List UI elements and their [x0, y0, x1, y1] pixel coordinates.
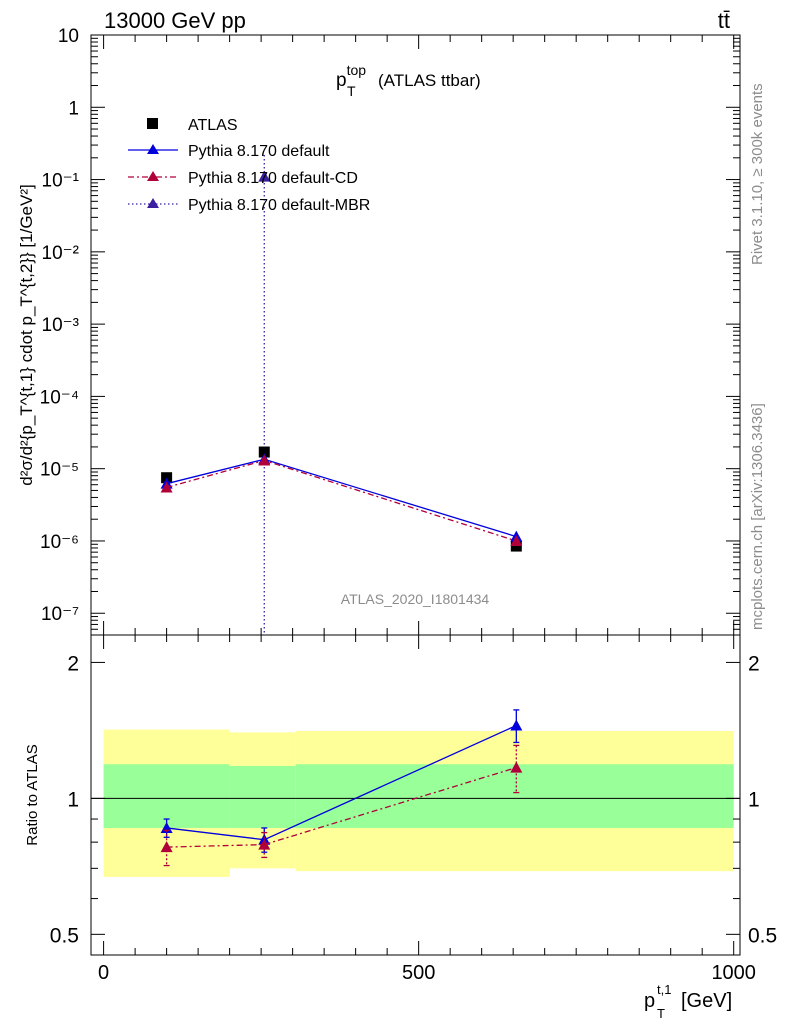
main-ytick-label: 10⁻⁵ [40, 460, 79, 481]
ratio-bands [103, 729, 734, 877]
main-panel: 10 1 10⁻¹ 10⁻² 10⁻³ 10⁻⁴ 10⁻⁵ 10⁻⁶ 10⁻⁷ ptop T (… [17, 26, 741, 636]
main-ytick-label: 10⁻⁴ [40, 387, 79, 408]
main-ytick-label: 1 [68, 98, 79, 119]
series-line-2 [166, 459, 517, 542]
plot-title-sub: T [347, 83, 356, 99]
main-ytick-label: 10⁻⁷ [41, 604, 79, 625]
ratio-point-1 [510, 761, 523, 773]
ratio-xtick-label: 0 [98, 962, 109, 984]
atlas-data-point [258, 446, 270, 458]
mc-data-point-2 [160, 481, 173, 493]
process-label: tt̄ [718, 8, 730, 33]
ratio-panel: 2 2 1 1 0.5 0.5 0 500 1000 Ratio to ATLAS p t,1… [24, 634, 777, 1021]
legend-label-atlas: ATLAS [188, 117, 238, 134]
band-inner [229, 765, 296, 828]
ratio-ytick-label-right: 0.5 [748, 924, 777, 947]
atlas-data-point [510, 540, 522, 552]
ratio-ytick-label: 2 [67, 652, 79, 675]
ratio-series [160, 709, 523, 867]
ratio-xtick-labels: 0 500 1000 [98, 962, 756, 984]
ratio-axis-ticks [91, 635, 740, 955]
main-ytick-label: 10⁻⁶ [40, 532, 79, 553]
main-ytick-labels: 10 1 10⁻¹ 10⁻² 10⁻³ 10⁻⁴ 10⁻⁵ 10⁻⁶ 10⁻⁷ [40, 26, 79, 625]
ratio-ytick-labels: 2 2 1 1 0.5 0.5 [50, 652, 777, 947]
ratio-ytick-label-right: 1 [748, 788, 760, 811]
legend-marker-default [147, 144, 159, 154]
main-ylabel: d²σ/d²{p_T^{t,1} cdot p_T^{t,2}} [1/GeV²… [17, 184, 36, 485]
xlabel-rest: [GeV] [681, 990, 732, 1012]
mc-data-point-2 [510, 534, 523, 546]
ratio-point-0 [510, 719, 523, 731]
main-axis-ticks [91, 34, 740, 636]
band-inner [103, 764, 230, 828]
ratio-ytick-label: 0.5 [50, 924, 79, 947]
legend-marker-atlas [147, 118, 158, 129]
mcplots-label: mcplots.cern.ch [arXiv:1306.3436] [749, 403, 766, 630]
plot-title-sup: top [347, 62, 367, 78]
ratio-point-1 [258, 838, 271, 850]
ratio-point-1 [160, 841, 173, 853]
legend-label-mbr: Pythia 8.170 default-MBR [188, 197, 370, 214]
legend-marker-cd [147, 171, 159, 181]
mc-data-point-2 [258, 454, 271, 466]
xlabel-sub: T [657, 1006, 665, 1021]
ratio-ytick-label: 1 [67, 788, 79, 811]
legend-marker-mbr [147, 198, 159, 208]
xlabel-sup: t,1 [657, 982, 671, 997]
main-ytick-label: 10⁻¹ [42, 171, 80, 192]
main-series [160, 155, 523, 635]
legend-label-cd: Pythia 8.170 default-CD [188, 170, 358, 187]
energy-label: 13000 GeV pp [104, 8, 246, 33]
ratio-xtick-label: 1000 [711, 962, 756, 984]
plot-title-rest: (ATLAS ttbar) [378, 71, 481, 90]
mc-data-point-3 [258, 170, 271, 182]
ratio-line-1 [166, 766, 517, 848]
plot-title: ptop [336, 62, 366, 91]
ratio-xtick-label: 500 [402, 962, 435, 984]
main-ytick-label: 10⁻² [42, 243, 80, 264]
legend: ATLAS Pythia 8.170 default Pythia 8.170 … [128, 117, 370, 214]
plot-title-p: p [336, 70, 347, 91]
main-ytick-label: 10⁻³ [42, 315, 80, 336]
ratio-ylabel: Ratio to ATLAS [24, 744, 41, 845]
ratio-ytick-label-right: 2 [748, 652, 760, 675]
band-inner [295, 764, 734, 828]
analysis-label: ATLAS_2020_I1801434 [341, 591, 490, 607]
rivet-label: Rivet 3.1.10, ≥ 300k events [749, 83, 766, 265]
ratio-frame [90, 634, 741, 956]
legend-label-default: Pythia 8.170 default [188, 143, 330, 160]
main-ytick-label: 10 [58, 26, 79, 47]
xlabel-p: p [644, 990, 655, 1012]
series-line-1 [166, 458, 517, 538]
